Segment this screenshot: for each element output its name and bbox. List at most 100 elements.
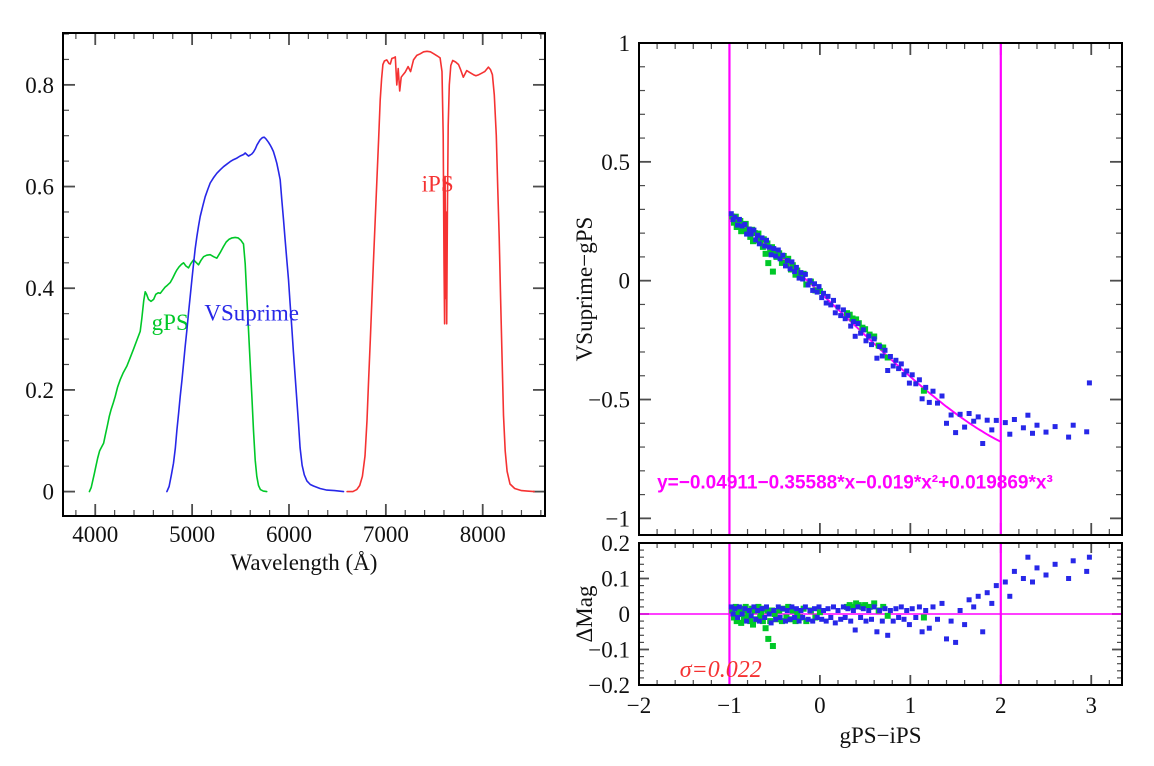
data-point xyxy=(913,615,919,620)
data-point xyxy=(739,611,745,617)
data-point xyxy=(966,597,972,603)
data-point xyxy=(771,611,778,617)
data-point xyxy=(807,608,813,613)
data-point xyxy=(874,629,880,635)
data-point xyxy=(793,606,799,612)
data-point xyxy=(747,233,754,240)
data-point xyxy=(792,269,798,275)
data-point xyxy=(742,221,748,227)
top-y-axis-label: VSuprime−gPS xyxy=(572,217,597,362)
data-point xyxy=(744,231,750,237)
x-tick-label: 8000 xyxy=(460,522,506,547)
data-point xyxy=(797,614,803,621)
data-point xyxy=(957,608,963,613)
data-point xyxy=(948,618,954,624)
data-point xyxy=(1025,554,1031,560)
data-point xyxy=(778,259,785,266)
data-point xyxy=(838,313,844,319)
data-point xyxy=(789,604,795,610)
data-point xyxy=(880,344,887,351)
x-tick-label: 0 xyxy=(814,693,826,718)
data-point xyxy=(831,297,836,303)
data-point xyxy=(794,267,801,274)
data-point xyxy=(874,355,880,361)
data-point xyxy=(762,250,769,257)
data-point xyxy=(744,618,750,624)
bottom-y-axis-label: ΔMag xyxy=(572,585,597,642)
data-point xyxy=(920,387,927,394)
data-point xyxy=(814,615,820,620)
data-point xyxy=(731,219,737,226)
data-point xyxy=(980,441,986,446)
data-point xyxy=(746,608,752,613)
data-point xyxy=(916,604,922,610)
data-point xyxy=(776,607,783,614)
y-tick-label: 0.2 xyxy=(601,531,630,556)
data-point xyxy=(887,354,893,359)
data-point xyxy=(884,612,891,619)
y-tick-label: 0.1 xyxy=(601,567,630,592)
data-point xyxy=(789,259,795,265)
data-point xyxy=(794,609,801,616)
data-point xyxy=(1052,424,1058,430)
data-point xyxy=(738,619,745,626)
x-tick-label: −2 xyxy=(627,693,651,718)
x-tick-label: 1 xyxy=(905,693,917,718)
data-point xyxy=(730,611,736,617)
data-point xyxy=(756,618,762,624)
data-point xyxy=(821,290,826,296)
data-point xyxy=(771,248,778,255)
data-point xyxy=(768,620,774,626)
data-point xyxy=(798,608,804,613)
data-point xyxy=(835,608,841,613)
data-point xyxy=(751,604,757,610)
data-point xyxy=(775,247,781,253)
data-point xyxy=(1052,561,1058,567)
data-point xyxy=(735,222,741,228)
data-point xyxy=(819,616,825,622)
data-point xyxy=(866,608,872,613)
data-point xyxy=(1030,579,1035,585)
data-point xyxy=(814,289,820,295)
data-point xyxy=(825,606,831,612)
data-point xyxy=(923,384,929,390)
data-point xyxy=(1084,429,1090,435)
data-point xyxy=(1084,568,1090,574)
curve-gPS: gPS xyxy=(88,236,268,493)
y-tick-label: 0.6 xyxy=(25,175,54,200)
data-point xyxy=(812,606,817,612)
y-tick-label: 0.4 xyxy=(25,276,54,301)
data-point xyxy=(855,321,861,326)
data-point xyxy=(1020,576,1026,581)
y-tick-label: 0 xyxy=(619,269,631,294)
data-point xyxy=(777,256,783,262)
data-point xyxy=(1025,412,1031,418)
data-point xyxy=(766,611,772,617)
data-point xyxy=(871,600,878,607)
data-point xyxy=(971,604,977,610)
data-point xyxy=(783,614,790,621)
y-tick-label: 0.2 xyxy=(25,378,54,403)
data-point xyxy=(789,262,796,269)
data-point xyxy=(778,618,785,625)
x-tick-label: 3 xyxy=(1085,693,1097,718)
data-point xyxy=(1034,565,1040,571)
data-point xyxy=(787,616,793,622)
data-point xyxy=(944,636,949,642)
data-point xyxy=(930,388,936,394)
data-point xyxy=(879,353,885,359)
data-point xyxy=(748,231,754,237)
data-point xyxy=(784,608,790,613)
data-point xyxy=(733,618,740,625)
data-point xyxy=(764,607,771,614)
data-point xyxy=(831,604,836,610)
residuals-bottom-panel: σ=0.022 0.2 0.1 0 −0.1 −0.2−2 −1 0 1 2 3 ΔMag xyxy=(572,531,1123,718)
data-point xyxy=(800,615,806,620)
data-point xyxy=(904,608,910,613)
data-point xyxy=(798,270,804,276)
data-point xyxy=(884,354,891,361)
data-point xyxy=(919,629,925,635)
y-tick-label: 1 xyxy=(619,31,631,56)
y-tick-label: 0.5 xyxy=(601,150,630,175)
data-point xyxy=(828,615,834,620)
